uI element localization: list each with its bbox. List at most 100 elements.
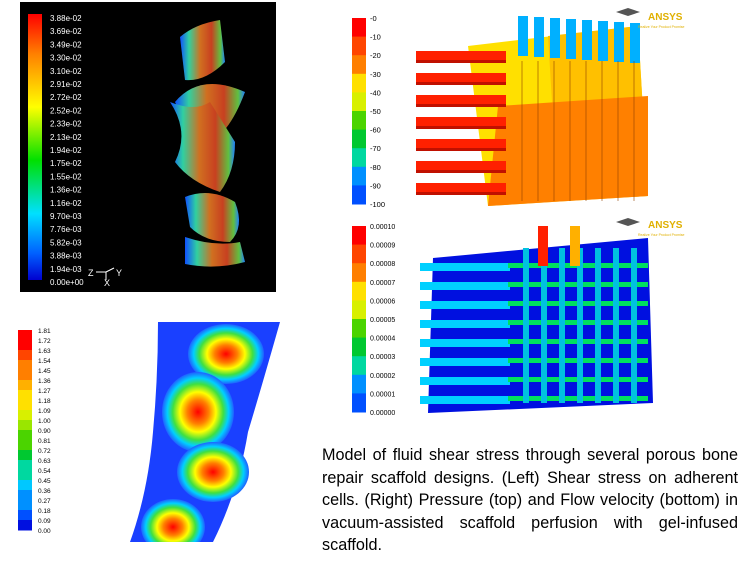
scaffold-legend-swatch [18, 410, 32, 421]
pressure-legend-label: -60 [370, 126, 381, 135]
axis-z-label: Z [88, 268, 94, 278]
scaffold-legend-swatch [18, 430, 32, 441]
pressure-strut-shade [416, 192, 506, 195]
velocity-inlet [538, 226, 548, 266]
pressure-legend-swatch [352, 148, 366, 168]
pressure-legend-swatch [352, 73, 366, 93]
shear-legend-label: 1.36e-02 [50, 186, 82, 195]
scaffold-legend-swatch [18, 490, 32, 501]
pressure-strut-shade [416, 148, 506, 151]
velocity-strut [420, 301, 510, 309]
scaffold-legend-label: 1.63 [38, 348, 51, 355]
cell-surface-3 [170, 102, 235, 192]
scaffold-legend-label: 1.18 [38, 398, 51, 405]
stress-hotspot-4 [141, 499, 205, 542]
pressure-top-strut [582, 20, 592, 60]
scaffold-legend-label: 0.36 [38, 488, 51, 495]
scaffold-legend-label: 0.72 [38, 448, 51, 455]
pressure-strut-shade [416, 82, 506, 85]
scaffold-color-scale [18, 330, 32, 531]
velocity-column [631, 248, 637, 403]
scaffold-legend-label: 1.45 [38, 368, 51, 375]
velocity-legend-label: 0.00010 [370, 224, 395, 231]
ansys-logo-velocity: ANSYS [648, 220, 683, 231]
pressure-strut [416, 161, 506, 170]
pressure-legend-label: -30 [370, 70, 381, 79]
pressure-strut-shade [416, 104, 506, 107]
ansys-logo-pressure: ANSYS [648, 12, 683, 23]
pressure-legend-label: -70 [370, 144, 381, 153]
pressure-legend-labels: -0 -10 -20 -30 -40 -50 -60 -70 -80 -90 -100 [370, 14, 385, 209]
scaffold-legend-label: 0.09 [38, 518, 51, 525]
graduation-cap-icon [616, 8, 640, 16]
pressure-legend-swatch [352, 92, 366, 112]
pressure-strut [416, 117, 506, 126]
pressure-strut [416, 139, 506, 148]
graduation-cap-icon-2 [616, 218, 640, 226]
scaffold-legend-swatch [18, 360, 32, 371]
shear-stress-cells-panel: 3.88e-02 3.69e-02 3.49e-02 3.30e-02 3.10e-02… [20, 2, 276, 292]
scaffold-legend-swatch [18, 380, 32, 391]
shear-legend-label: 2.13e-02 [50, 133, 82, 142]
pressure-legend-label: -10 [370, 33, 381, 42]
pressure-legend-swatch [352, 18, 366, 38]
velocity-panel: 0.00010 0.00009 0.00008 0.00007 0.00006 0.000… [348, 218, 740, 418]
velocity-legend-label: 0.00000 [370, 410, 395, 417]
pressure-top-strut [598, 21, 608, 61]
velocity-strut [420, 396, 510, 404]
velocity-scaffold-model [420, 226, 653, 413]
pressure-legend-swatch [352, 166, 366, 186]
velocity-strut [420, 339, 510, 347]
shear-stress-legend-labels: 3.88e-02 3.69e-02 3.49e-02 3.30e-02 3.10e-02… [50, 14, 84, 287]
velocity-legend-swatch [352, 374, 366, 394]
velocity-strut [420, 320, 510, 328]
scaffold-legend-swatch [18, 390, 32, 401]
scaffold-legend-label: 1.54 [38, 358, 51, 365]
shear-legend-label: 0.00e+00 [50, 278, 84, 287]
velocity-column [595, 248, 601, 403]
pressure-top-strut [614, 22, 624, 62]
pressure-top-strut [566, 19, 576, 59]
axis-y-label: Y [116, 268, 122, 278]
velocity-strut [420, 263, 510, 271]
velocity-legend-swatch [352, 244, 366, 264]
pressure-scaffold-model [416, 16, 648, 206]
velocity-legend-swatch [352, 393, 366, 413]
shear-legend-label: 1.55e-02 [50, 172, 82, 181]
cell-surface-1 [180, 20, 225, 81]
pressure-legend-swatch [352, 185, 366, 205]
velocity-legend-labels: 0.00010 0.00009 0.00008 0.00007 0.00006 0.000… [370, 224, 395, 417]
pressure-strut-shade [416, 170, 506, 173]
shear-legend-label: 1.94e-02 [50, 146, 82, 155]
velocity-column [577, 248, 583, 403]
pressure-legend-label: -0 [370, 14, 377, 23]
scaffold-legend-label: 0.54 [38, 468, 51, 475]
scaffold-legend-label: 0.18 [38, 508, 51, 515]
shear-legend-label: 3.69e-02 [50, 27, 82, 36]
velocity-legend-swatch [352, 337, 366, 357]
pressure-legend-swatch [352, 55, 366, 75]
stress-hotspot-1 [188, 324, 264, 384]
velocity-legend-swatch [352, 356, 366, 376]
pressure-top-strut [630, 23, 640, 63]
velocity-legend-swatch [352, 319, 366, 339]
pressure-legend-label: -20 [370, 51, 381, 60]
velocity-strut [420, 377, 510, 385]
shear-legend-label: 5.82e-03 [50, 238, 82, 247]
pressure-legend-label: -90 [370, 181, 381, 190]
shear-legend-label: 9.70e-03 [50, 212, 82, 221]
shear-stress-color-scale [28, 14, 42, 280]
scaffold-legend-swatch [18, 480, 32, 491]
scaffold-legend-swatch [18, 520, 32, 531]
shear-legend-label: 2.91e-02 [50, 80, 82, 89]
shear-legend-label: 3.10e-02 [50, 67, 82, 76]
scaffold-legend-swatch [18, 500, 32, 511]
shear-stress-cells-figure: 3.88e-02 3.69e-02 3.49e-02 3.30e-02 3.10e-02… [28, 14, 245, 288]
scaffold-legend-label: 0.00 [38, 528, 51, 535]
scaffold-legend-label: 1.81 [38, 328, 51, 335]
stress-hotspot-2 [162, 372, 234, 452]
pressure-strut [416, 95, 506, 104]
figure-caption: Model of fluid shear stress through seve… [322, 446, 738, 555]
shear-legend-label: 3.88e-02 [50, 14, 82, 23]
pressure-legend-swatch [352, 111, 366, 131]
